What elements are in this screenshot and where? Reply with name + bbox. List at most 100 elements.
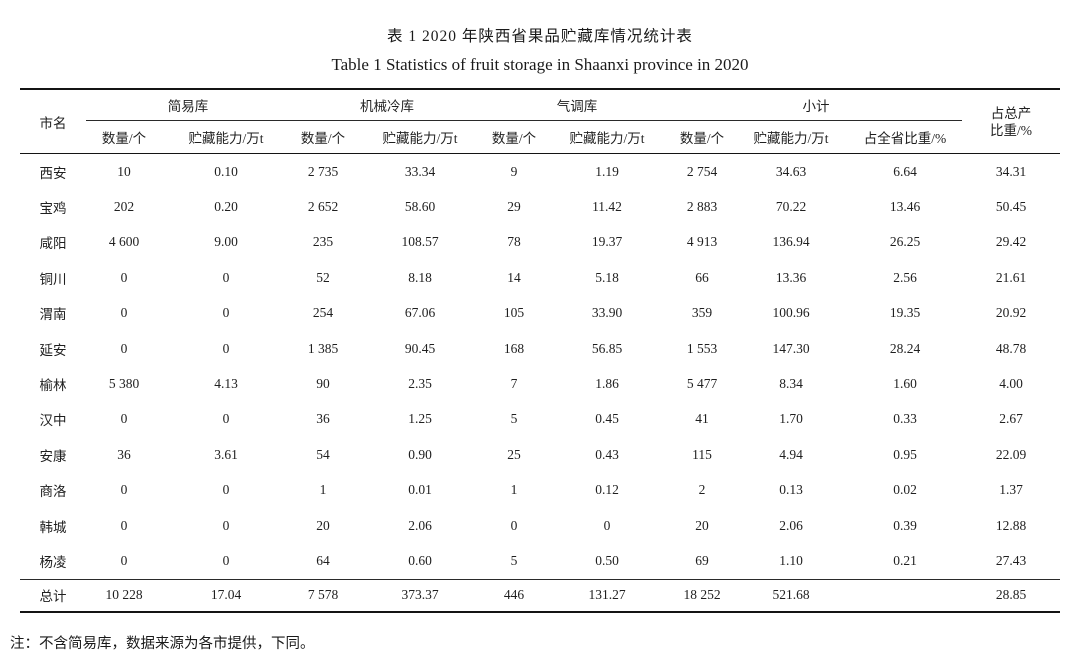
value-cell: 2.06 xyxy=(779,517,803,533)
city-cell: 铜川 xyxy=(39,271,67,287)
value-cell: 2.56 xyxy=(893,269,917,285)
header-group-controlled-atmosphere-storage: 气调库 xyxy=(484,89,670,121)
table-row: 咸阳 4 600 9.00 235 108.57 78 19.37 4 913 136.94 26… xyxy=(20,225,1060,260)
value-cell: 0.43 xyxy=(595,446,619,462)
value-cell: 5.18 xyxy=(595,269,619,285)
table-row: 宝鸡 202 0.20 2 652 58.60 29 11.42 2 883 70.22 13.4… xyxy=(20,189,1060,224)
value-cell: 5 477 xyxy=(686,376,718,392)
value-cell: 20 xyxy=(695,517,709,533)
value-cell: 3.61 xyxy=(214,446,238,462)
value-cell: 20.92 xyxy=(995,305,1027,321)
value-cell: 9 xyxy=(510,163,518,179)
city-cell: 榆林 xyxy=(39,378,67,394)
city-cell: 咸阳 xyxy=(39,236,67,252)
value-cell: 0 xyxy=(222,269,230,285)
value-cell: 202 xyxy=(113,199,135,215)
value-cell: 446 xyxy=(484,578,544,613)
value-cell: 66 xyxy=(695,269,709,285)
header-sub-row: 数量/个 贮藏能力/万t 数量/个 贮藏能力/万t 数量/个 贮藏能力/万t 数… xyxy=(20,120,1060,154)
value-cell: 5 380 xyxy=(108,376,140,392)
value-cell: 2 xyxy=(698,482,706,498)
value-cell: 5 xyxy=(510,552,518,568)
value-cell: 33.90 xyxy=(591,305,623,321)
header-share-of-total-output: 占总产 比重/% xyxy=(962,89,1060,154)
value-cell: 22.09 xyxy=(995,446,1027,462)
value-cell: 0.60 xyxy=(408,552,432,568)
header-quantity-4: 数量/个 xyxy=(670,120,734,154)
header-quantity-3: 数量/个 xyxy=(484,120,544,154)
total-label-cell: 总计 xyxy=(20,578,86,613)
value-cell: 1.70 xyxy=(779,411,803,427)
value-cell: 0.13 xyxy=(779,482,803,498)
value-cell: 0.50 xyxy=(595,552,619,568)
value-cell: 2 754 xyxy=(686,163,718,179)
value-cell: 0.12 xyxy=(595,482,619,498)
value-cell: 9.00 xyxy=(214,234,238,250)
value-cell: 18 252 xyxy=(670,578,734,613)
value-cell: 11.42 xyxy=(592,199,622,215)
value-cell: 0.95 xyxy=(893,446,917,462)
city-cell: 商洛 xyxy=(39,484,67,500)
value-cell: 36 xyxy=(316,411,330,427)
value-cell: 0 xyxy=(120,305,128,321)
value-cell: 136.94 xyxy=(772,234,810,250)
table-row: 渭南 0 0 254 67.06 105 33.90 359 100.96 19.35 20.92 xyxy=(20,296,1060,331)
table-title-en: Table 1 Statistics of fruit storage in S… xyxy=(331,55,749,74)
value-cell: 115 xyxy=(692,446,712,462)
value-cell: 0 xyxy=(603,517,611,533)
table-row: 杨凌 0 0 64 0.60 5 0.50 69 1.10 0.21 27.43 xyxy=(20,543,1060,579)
value-cell: 0 xyxy=(222,517,230,533)
value-cell: 50.45 xyxy=(995,199,1027,215)
table-row: 榆林 5 380 4.13 90 2.35 7 1.86 5 477 8.34 1.60 4.00 xyxy=(20,366,1060,401)
value-cell: 19.37 xyxy=(591,234,623,250)
header-capacity-4: 贮藏能力/万t xyxy=(734,120,848,154)
table-row: 安康 36 3.61 54 0.90 25 0.43 115 4.94 0.95 22.09 xyxy=(20,437,1060,472)
value-cell: 1.25 xyxy=(408,411,432,427)
value-cell: 0 xyxy=(120,411,128,427)
value-cell: 521.68 xyxy=(734,578,848,613)
value-cell: 4 913 xyxy=(686,234,718,250)
value-cell: 7 578 xyxy=(290,578,356,613)
value-cell: 56.85 xyxy=(591,340,623,356)
value-cell: 0 xyxy=(120,269,128,285)
value-cell: 0.01 xyxy=(408,482,432,498)
value-cell: 0 xyxy=(120,340,128,356)
value-cell: 0.20 xyxy=(214,199,238,215)
value-cell: 41 xyxy=(695,411,709,427)
value-cell: 108.57 xyxy=(401,234,439,250)
header-share-line2: 比重/% xyxy=(990,122,1032,138)
value-cell: 359 xyxy=(691,305,713,321)
value-cell: 67.06 xyxy=(404,305,436,321)
header-capacity-2: 贮藏能力/万t xyxy=(356,120,484,154)
value-cell: 131.27 xyxy=(544,578,670,613)
value-cell: 17.04 xyxy=(162,578,290,613)
header-province-share: 占全省比重/% xyxy=(848,120,962,154)
city-cell: 安康 xyxy=(39,448,67,464)
city-cell: 杨凌 xyxy=(39,554,67,570)
value-cell: 1.19 xyxy=(595,163,619,179)
value-cell: 20 xyxy=(316,517,330,533)
value-cell: 78 xyxy=(507,234,521,250)
header-quantity-2: 数量/个 xyxy=(290,120,356,154)
table-row: 韩城 0 0 20 2.06 0 0 20 2.06 0.39 12.88 xyxy=(20,508,1060,543)
value-cell: 2.67 xyxy=(999,411,1023,427)
value-cell: 21.61 xyxy=(995,269,1027,285)
value-cell: 8.34 xyxy=(779,376,803,392)
value-cell: 34.31 xyxy=(995,163,1027,179)
header-share-line1: 占总产 xyxy=(990,105,1032,121)
header-group-mechanical-cold-storage: 机械冷库 xyxy=(290,89,484,121)
value-cell: 14 xyxy=(507,269,521,285)
value-cell: 54 xyxy=(316,446,330,462)
value-cell: 235 xyxy=(312,234,334,250)
value-cell: 4.13 xyxy=(214,376,238,392)
value-cell: 13.36 xyxy=(775,269,807,285)
header-group-subtotal: 小计 xyxy=(670,89,962,121)
value-cell: 25 xyxy=(507,446,521,462)
value-cell: 5 xyxy=(510,411,518,427)
value-cell: 90 xyxy=(316,376,330,392)
value-cell: 29 xyxy=(507,199,521,215)
value-cell: 0.02 xyxy=(893,482,917,498)
value-cell: 1 385 xyxy=(307,340,339,356)
value-cell: 29.42 xyxy=(995,234,1027,250)
